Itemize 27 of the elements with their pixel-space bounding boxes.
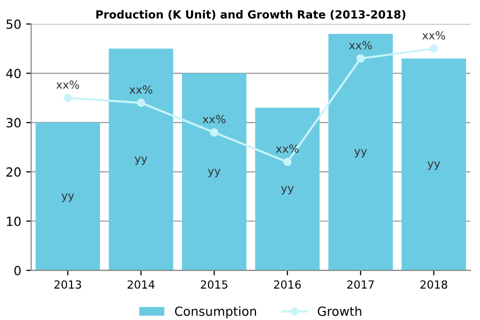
x-tick-label: 2018 [420, 280, 448, 289]
legend-label: Consumption [174, 306, 256, 318]
data-label: xx% [276, 144, 299, 153]
data-label: yy [354, 149, 367, 158]
data-label: yy [208, 168, 220, 178]
x-tick-label: 2015 [200, 280, 228, 289]
data-label: yy [428, 161, 440, 170]
x-tick-label: 2014 [128, 280, 155, 289]
y-tick-label: 40 [6, 68, 21, 78]
y-tick-label: 20 [6, 167, 21, 177]
data-label: yy [134, 156, 148, 165]
legend-label: Growth [318, 306, 362, 316]
y-tick-label: 50 [6, 19, 21, 29]
y-tick-label: 30 [6, 118, 21, 128]
data-label: yy [62, 193, 74, 202]
x-tick-label: 2013 [54, 280, 82, 289]
data-label: xx% [129, 85, 152, 94]
data-label: xx% [56, 80, 80, 89]
y-tick-label: 0 [14, 266, 21, 276]
chart-title: Production (K Unit) and Growth Rate (2013-2018) [96, 10, 406, 20]
data-label: xx% [422, 31, 446, 40]
data-label: xx% [202, 114, 226, 124]
y-tick-label: 10 [6, 216, 21, 226]
data-label: yy [281, 186, 294, 194]
x-tick-label: 2016 [274, 280, 301, 289]
x-tick-label: 2017 [347, 280, 374, 289]
data-label: xx% [349, 40, 372, 50]
